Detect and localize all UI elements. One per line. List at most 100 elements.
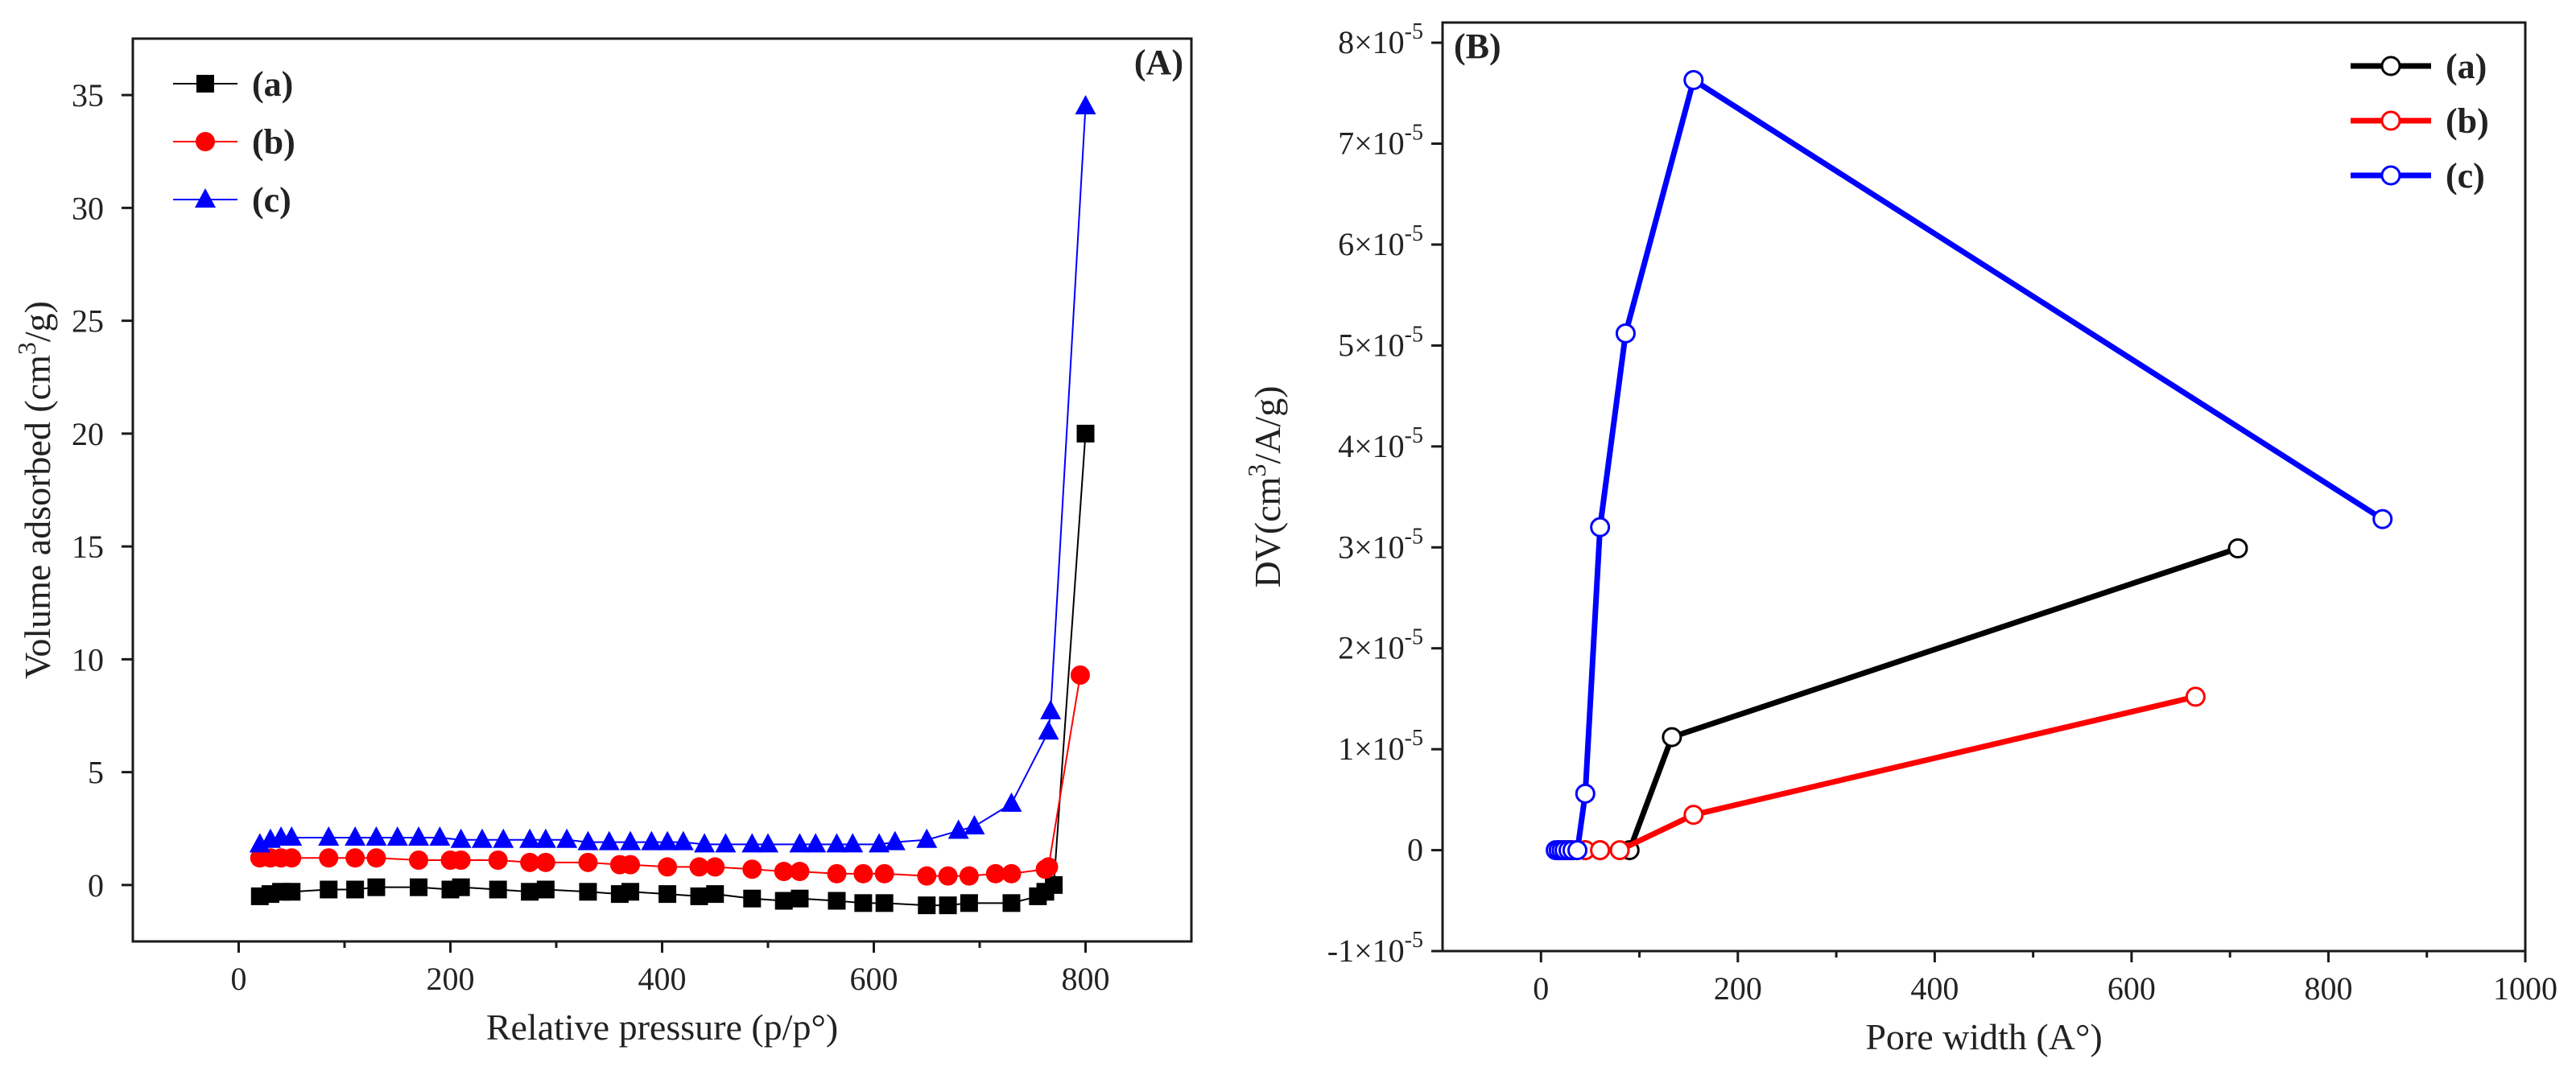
- data-point: [489, 880, 507, 899]
- y-tick-label: 3×10-5: [1338, 524, 1423, 565]
- panel-a-isotherm-chart: 0 200 400 600 800 0 5 10 15 20 25 30 35 Relative pres…: [12, 37, 1193, 1048]
- data-point: [938, 866, 958, 886]
- y-axis-title-main: Volume adsorbed (cm: [17, 355, 58, 679]
- data-point: [367, 878, 386, 896]
- data-point: [578, 852, 598, 872]
- data-point: [621, 855, 641, 875]
- data-point: [409, 851, 429, 871]
- data-point: [694, 833, 716, 853]
- data-point: [1615, 323, 1636, 344]
- y-tick-exponent: -5: [1405, 19, 1423, 44]
- data-point: [2372, 509, 2393, 529]
- y-axis-title-tail: /A/g): [1247, 385, 1288, 463]
- data-point: [964, 814, 985, 834]
- data-point: [1076, 424, 1095, 443]
- data-point: [657, 830, 679, 851]
- data-point: [875, 894, 894, 912]
- data-point: [789, 833, 811, 853]
- data-point: [641, 830, 663, 851]
- legend-label: (a): [252, 64, 293, 104]
- series-line: [1558, 546, 2240, 854]
- data-point: [620, 830, 642, 851]
- y-tick-label: 6×10-5: [1338, 221, 1423, 262]
- y-tick-exponent: -5: [1405, 928, 1423, 953]
- data-point: [828, 892, 846, 910]
- data-point: [1038, 720, 1059, 740]
- data-point: [282, 848, 302, 868]
- series-a: [1548, 538, 2248, 861]
- y-tick-label: 10: [72, 641, 104, 678]
- legend-label: (c): [252, 180, 291, 220]
- data-point: [853, 863, 873, 883]
- x-tick-label: 1000: [2493, 970, 2557, 1007]
- data-point: [1575, 783, 1596, 804]
- data-point: [365, 826, 387, 846]
- series-b: [250, 665, 1090, 886]
- y-tick-label: 2×10-5: [1338, 625, 1423, 666]
- data-point: [519, 828, 541, 848]
- data-point: [2185, 686, 2206, 707]
- data-point: [743, 889, 762, 908]
- legend-entry: (c): [173, 180, 291, 220]
- legend-entry: (a): [2351, 47, 2487, 86]
- data-point: [386, 826, 408, 846]
- y-tick-mantissa: 0: [1407, 832, 1423, 868]
- data-point: [826, 833, 848, 853]
- data-point: [493, 828, 514, 848]
- legend-entry: (b): [2351, 101, 2489, 141]
- data-point: [1683, 805, 1704, 826]
- y-tick-exponent: -5: [1405, 625, 1423, 650]
- data-point: [741, 833, 763, 853]
- data-point: [471, 828, 493, 848]
- data-point: [1045, 875, 1063, 894]
- data-point: [488, 851, 508, 871]
- y-tick-label: 15: [72, 529, 104, 565]
- data-point: [705, 857, 725, 877]
- data-point: [579, 883, 597, 901]
- data-point: [429, 826, 451, 846]
- data-point: [985, 863, 1005, 883]
- data-point: [319, 848, 339, 868]
- panel-b-pore-distribution-chart: 0 200 400 600 800 1000-1×10-501×10-52×10-53×1…: [1242, 19, 2557, 1057]
- series-c: [1546, 69, 2393, 861]
- data-point: [366, 848, 386, 868]
- data-point: [874, 863, 894, 883]
- data-point: [805, 833, 827, 853]
- data-point: [715, 833, 737, 853]
- data-point: [939, 896, 957, 915]
- y-tick-mantissa: 8×10: [1338, 24, 1405, 60]
- legend-entry: (b): [173, 122, 295, 162]
- y-tick-mantissa: 7×10: [1338, 126, 1405, 162]
- y-axis-title: DV(cm3/A/g): [1242, 385, 1288, 587]
- y-tick-exponent: -5: [1405, 726, 1423, 751]
- legend-marker: [195, 188, 216, 208]
- x-axis-title: Pore width (A°): [1865, 1016, 2102, 1057]
- data-point: [959, 866, 979, 886]
- x-tick-label: 200: [427, 961, 475, 997]
- data-point: [960, 894, 978, 912]
- data-point: [884, 830, 906, 851]
- y-axis-title-superscript: 3: [12, 342, 41, 355]
- data-point: [774, 892, 793, 910]
- y-tick-exponent: -5: [1405, 221, 1423, 246]
- x-tick-label: 800: [2304, 970, 2352, 1007]
- data-point: [917, 866, 937, 886]
- data-point: [658, 857, 678, 877]
- y-tick-exponent: -5: [1405, 524, 1423, 549]
- series-line: [1558, 694, 2197, 854]
- data-point: [345, 826, 366, 846]
- data-point: [869, 833, 890, 853]
- legend-entry: (c): [2351, 156, 2485, 196]
- x-axis-title: Relative pressure (p/p°): [486, 1007, 838, 1048]
- x-tick-label: 600: [2107, 970, 2156, 1007]
- y-tick-label: 35: [72, 77, 104, 113]
- legend-marker: [196, 75, 214, 93]
- data-point: [598, 830, 620, 851]
- data-point: [1040, 699, 1062, 719]
- data-point: [1590, 840, 1611, 861]
- data-point: [918, 896, 936, 915]
- data-point: [1038, 857, 1059, 877]
- data-point: [689, 857, 709, 877]
- y-axis-title-main: DV(cm: [1247, 476, 1288, 587]
- x-tick-label: 0: [231, 961, 247, 997]
